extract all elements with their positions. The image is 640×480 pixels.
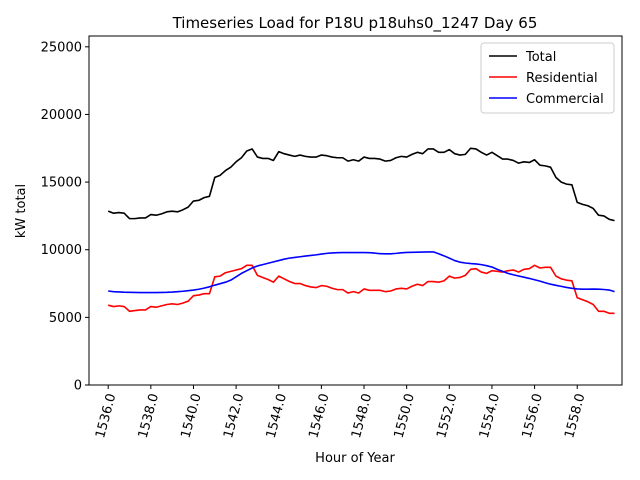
- y-tick-label: 20000: [41, 108, 82, 123]
- series-line-commercial: [108, 251, 615, 294]
- legend-box: [480, 42, 615, 114]
- y-tick-label: 10000: [41, 243, 82, 258]
- y-tick-label: 15000: [41, 176, 82, 191]
- y-tick-label: 25000: [41, 40, 82, 55]
- plot-frame: [88, 35, 623, 386]
- y-tick-label: 5000: [49, 311, 82, 326]
- y-tick-label: 0: [74, 379, 82, 394]
- legend: Total Residential Commercial: [480, 42, 615, 114]
- y-axis-title: kW total: [14, 184, 29, 238]
- legend-label-total: Total: [525, 50, 556, 65]
- series-line-total: [107, 147, 615, 222]
- plot-series: [107, 147, 615, 315]
- y-axis: 0 5000 10000 15000 20000 25000: [41, 40, 89, 394]
- series-line-residential: [107, 264, 615, 315]
- chart-title: Timeseries Load for P18U p18uhs0_1247 Da…: [172, 14, 538, 33]
- x-axis-title: Hour of Year: [315, 451, 395, 466]
- legend-label-commercial: Commercial: [526, 92, 604, 107]
- legend-label-residential: Residential: [526, 71, 598, 86]
